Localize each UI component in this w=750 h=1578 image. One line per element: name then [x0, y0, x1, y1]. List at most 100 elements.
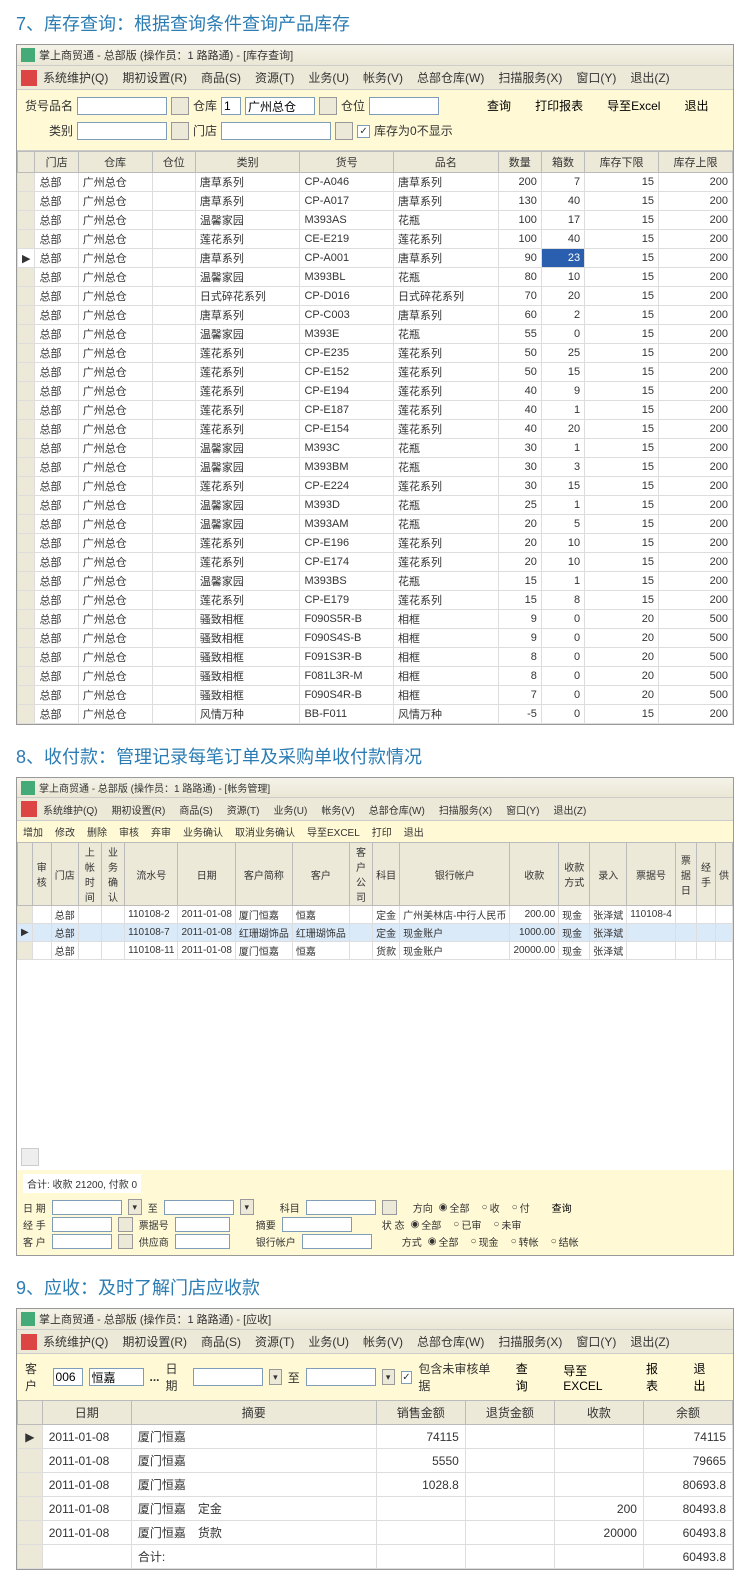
grid-payment[interactable]: 审核门店上帐时间业务确认流水号日期客户简称客户客户公司科目银行帐户收款收款方式录… [17, 842, 733, 960]
col-header[interactable]: 票据号 [627, 843, 676, 906]
lookup-icon[interactable] [171, 122, 189, 140]
menu-item[interactable]: 退出(Z) [630, 1335, 669, 1349]
table-row[interactable]: 总部广州总仓骚致相框F090S4R-B相框7020500 [18, 686, 733, 705]
col-header[interactable]: 经手 [696, 843, 715, 906]
table-row[interactable]: ▶总部110108-72011-01-08红珊瑚饰品红珊瑚饰品定金现金账户100… [18, 924, 733, 942]
table-row[interactable]: 总部广州总仓风情万种BB-F011风情万种-5015200 [18, 705, 733, 724]
grid-inventory[interactable]: 门店仓库仓位类别货号品名数量箱数库存下限库存上限总部广州总仓唐草系列CP-A04… [17, 151, 733, 724]
radio-in[interactable]: ○收 [482, 1200, 500, 1215]
btn-exit-9[interactable]: 退出 [693, 1360, 715, 1394]
radio-out[interactable]: ○付 [512, 1200, 530, 1215]
lookup-icon[interactable] [319, 97, 337, 115]
menu-item[interactable]: 期初设置(R) [111, 806, 165, 817]
toolbar-btn[interactable]: 修改 [55, 828, 75, 839]
menubar-8[interactable]: 系统维护(Q)期初设置(R)商品(S)资源(T)业务(U)帐务(V)总部仓库(W… [17, 798, 733, 821]
dropdown-icon[interactable]: ▾ [382, 1369, 395, 1385]
col-header[interactable]: 收款方式 [559, 843, 590, 906]
input-subject[interactable] [306, 1200, 376, 1215]
input-summary[interactable] [282, 1217, 352, 1232]
toolbar-btn[interactable]: 业务确认 [183, 828, 223, 839]
col-header[interactable]: 余额 [643, 1401, 732, 1425]
col-header[interactable]: 库存下限 [585, 152, 659, 173]
radio-w-remit[interactable]: ○结帐 [551, 1234, 579, 1249]
table-row[interactable]: 总部110108-112011-01-08厦门恒嘉恒嘉货款现金账户20000.0… [18, 942, 733, 960]
lookup-icon[interactable] [335, 122, 353, 140]
menu-item[interactable]: 帐务(V) [363, 1335, 403, 1349]
btn-print[interactable]: 打印报表 [535, 95, 583, 117]
table-row[interactable]: 总部广州总仓温馨家园M393BS花瓶15115200 [18, 572, 733, 591]
table-row[interactable]: 总部广州总仓莲花系列CP-E154莲花系列402015200 [18, 420, 733, 439]
col-header[interactable]: 销售金额 [376, 1401, 465, 1425]
toolbar-btn[interactable]: 退出 [404, 828, 424, 839]
menu-item[interactable]: 系统维护(Q) [43, 1335, 108, 1349]
table-row[interactable]: 总部广州总仓温馨家园M393C花瓶30115200 [18, 439, 733, 458]
input-date-to-9[interactable] [306, 1368, 376, 1386]
table-row[interactable]: 总部广州总仓莲花系列CP-E194莲花系列40915200 [18, 382, 733, 401]
menubar-7[interactable]: 系统维护(Q)期初设置(R)商品(S)资源(T)业务(U)帐务(V)总部仓库(W… [17, 66, 733, 90]
table-row[interactable]: 总部广州总仓莲花系列CP-E179莲花系列15815200 [18, 591, 733, 610]
menu-item[interactable]: 期初设置(R) [122, 71, 187, 85]
input-cw[interactable] [369, 97, 439, 115]
table-row[interactable]: 总部广州总仓莲花系列CP-E235莲花系列502515200 [18, 344, 733, 363]
table-row[interactable]: 总部广州总仓温馨家园M393E花瓶55015200 [18, 325, 733, 344]
menu-item[interactable]: 资源(T) [227, 806, 260, 817]
input-bill[interactable] [175, 1217, 230, 1232]
col-header[interactable]: 客户公司 [349, 843, 372, 906]
btn-export[interactable]: 导至Excel [607, 95, 660, 117]
menu-item[interactable]: 扫描服务(X) [498, 71, 562, 85]
table-row[interactable]: 总部广州总仓温馨家园M393BM花瓶30315200 [18, 458, 733, 477]
col-header[interactable]: 审核 [32, 843, 51, 906]
table-row[interactable]: 总部广州总仓唐草系列CP-C003唐草系列60215200 [18, 306, 733, 325]
menu-item[interactable]: 业务(U) [308, 71, 349, 85]
grid-receivable[interactable]: 日期摘要销售金额退货金额收款余额▶2011-01-08厦门恒嘉741157411… [17, 1400, 733, 1569]
table-row[interactable]: 总部广州总仓骚致相框F090S4S-B相框9020500 [18, 629, 733, 648]
btn-report-9[interactable]: 报表 [646, 1360, 668, 1394]
table-row[interactable]: 总部广州总仓温馨家园M393D花瓶25115200 [18, 496, 733, 515]
table-row[interactable]: 总部广州总仓温馨家园M393BL花瓶801015200 [18, 268, 733, 287]
menu-item[interactable]: 扫描服务(X) [498, 1335, 562, 1349]
radio-s-done[interactable]: ○已审 [453, 1217, 481, 1232]
col-header[interactable]: 日期 [178, 843, 235, 906]
menu-item[interactable]: 业务(U) [308, 1335, 349, 1349]
menu-item[interactable]: 期初设置(R) [122, 1335, 187, 1349]
toolbar-btn[interactable]: 增加 [23, 828, 43, 839]
toolbar-8[interactable]: 增加修改删除审核弃审业务确认取消业务确认导至EXCEL打印退出 [17, 821, 733, 842]
table-row[interactable]: 总部广州总仓唐草系列CP-A017唐草系列1304015200 [18, 192, 733, 211]
table-row[interactable]: 总部广州总仓莲花系列CP-E187莲花系列40115200 [18, 401, 733, 420]
col-header[interactable]: 流水号 [125, 843, 178, 906]
input-ck-no[interactable] [221, 97, 241, 115]
col-header[interactable]: 录入 [590, 843, 627, 906]
table-row[interactable]: ▶总部广州总仓唐草系列CP-A001唐草系列902315200 [18, 249, 733, 268]
toolbar-btn[interactable]: 删除 [87, 828, 107, 839]
table-row[interactable]: 总部广州总仓日式碎花系列CP-D016日式碎花系列702015200 [18, 287, 733, 306]
radio-w-cash[interactable]: ○现金 [471, 1234, 499, 1249]
col-header[interactable]: 业务确认 [101, 843, 124, 906]
radio-w-all[interactable]: ◉全部 [428, 1234, 459, 1249]
input-date-to[interactable] [164, 1200, 234, 1215]
menu-item[interactable]: 系统维护(Q) [43, 806, 97, 817]
col-header[interactable]: 仓位 [152, 152, 195, 173]
col-header[interactable]: 仓库 [78, 152, 152, 173]
input-cust-no[interactable] [53, 1368, 83, 1386]
menu-item[interactable]: 业务(U) [273, 806, 307, 817]
lookup-icon[interactable] [118, 1234, 133, 1249]
lookup-icon[interactable] [382, 1200, 397, 1215]
menu-item[interactable]: 商品(S) [201, 1335, 241, 1349]
col-header[interactable]: 上帐时间 [78, 843, 101, 906]
input-date-from-9[interactable] [193, 1368, 263, 1386]
col-header[interactable]: 收款 [510, 843, 559, 906]
table-row[interactable]: 2011-01-08厦门恒嘉 定金20080493.8 [18, 1497, 733, 1521]
table-row[interactable]: 总部广州总仓温馨家园M393AM花瓶20515200 [18, 515, 733, 534]
dropdown-icon[interactable]: ▾ [128, 1199, 142, 1215]
btn-export-9[interactable]: 导至EXCEL [563, 1362, 620, 1393]
menu-item[interactable]: 窗口(Y) [506, 806, 539, 817]
btn-query[interactable]: 查询 [487, 95, 511, 117]
radio-w-trans[interactable]: ○转帐 [511, 1234, 539, 1249]
table-row[interactable]: 总部广州总仓莲花系列CE-E219莲花系列1004015200 [18, 230, 733, 249]
col-header[interactable]: 客户 [292, 843, 349, 906]
menu-item[interactable]: 退出(Z) [554, 806, 587, 817]
col-header[interactable]: 门店 [51, 843, 78, 906]
col-header[interactable]: 摘要 [131, 1401, 376, 1425]
radio-s-not[interactable]: ○未审 [493, 1217, 521, 1232]
btn-query-9[interactable]: 查询 [516, 1360, 538, 1394]
